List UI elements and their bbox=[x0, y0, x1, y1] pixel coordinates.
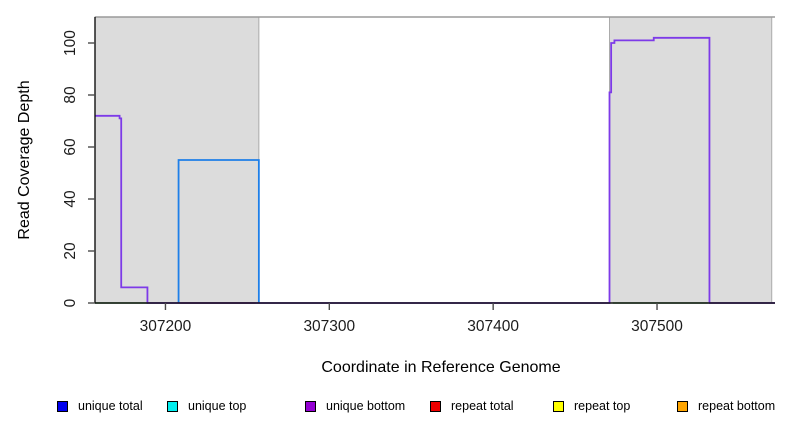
x-axis-title: Coordinate in Reference Genome bbox=[321, 359, 561, 376]
legend-label-unique-top: unique top bbox=[188, 399, 247, 413]
legend: unique total unique top unique bottom repea… bbox=[0, 397, 792, 417]
legend-item-repeat-bottom: repeat bottom bbox=[677, 397, 775, 415]
y-axis-title: Read Coverage Depth bbox=[16, 80, 33, 240]
legend-item-repeat-top: repeat top bbox=[553, 397, 630, 415]
x-tick-label: 307200 bbox=[140, 318, 192, 335]
x-tick-label: 307500 bbox=[631, 318, 683, 335]
legend-label-repeat-top: repeat top bbox=[574, 399, 631, 413]
y-tick-label: 20 bbox=[62, 242, 79, 260]
legend-item-unique-total: unique total bbox=[57, 397, 143, 415]
y-tick-label: 0 bbox=[62, 298, 79, 307]
x-tick-label: 307300 bbox=[303, 318, 355, 335]
legend-swatch-unique-top bbox=[167, 400, 178, 412]
legend-swatch-unique-bottom bbox=[305, 400, 316, 412]
legend-swatch-repeat-total bbox=[430, 400, 441, 412]
legend-label-unique-total: unique total bbox=[78, 399, 143, 413]
y-tick-label: 60 bbox=[62, 138, 79, 156]
series-unique-total-box bbox=[177, 159, 260, 303]
y-tick-label: 100 bbox=[62, 30, 79, 56]
shaded-region-right bbox=[609, 16, 773, 304]
x-tick-label: 307400 bbox=[467, 318, 519, 335]
legend-swatch-repeat-bottom bbox=[677, 400, 688, 412]
legend-swatch-repeat-top bbox=[553, 400, 564, 412]
legend-label-repeat-bottom: repeat bottom bbox=[698, 399, 776, 413]
legend-item-unique-top: unique top bbox=[167, 397, 246, 415]
series-unique-bottom-trace bbox=[95, 36, 775, 304]
legend-item-unique-bottom: unique bottom bbox=[305, 397, 405, 415]
legend-label-unique-bottom: unique bottom bbox=[326, 399, 406, 413]
legend-label-repeat-total: repeat total bbox=[451, 399, 514, 413]
y-tick-label: 40 bbox=[62, 190, 79, 208]
legend-item-repeat-total: repeat total bbox=[430, 397, 514, 415]
legend-swatch-unique-total bbox=[57, 400, 68, 412]
y-tick-label: 80 bbox=[62, 86, 79, 104]
